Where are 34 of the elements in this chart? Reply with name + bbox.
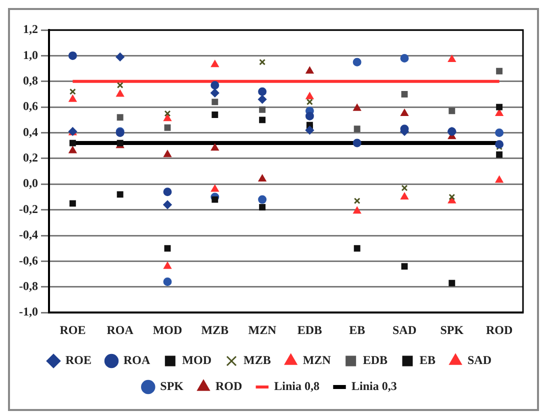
y-tick-label: 1,2 [22,22,38,36]
x-tick-label: EDB [297,322,322,337]
x-tick-label: ROE [60,322,86,337]
legend-label: ROD [215,379,242,394]
legend-label: Linia 0,3 [352,379,397,394]
y-tick-label: -0,4 [18,228,38,242]
legend-label: Linia 0,8 [274,379,320,394]
x-tick-label: SPK [440,322,464,337]
legend-label: SPK [160,379,184,394]
x-tick-label: SAD [392,322,417,337]
y-tick-label: -0,2 [18,202,38,216]
y-tick-label: 0,2 [22,150,38,165]
y-tick-label: -0,6 [18,253,38,268]
x-tick-label: MZN [248,322,277,337]
x-tick-label: EB [349,322,366,337]
y-tick-label: 0,4 [22,124,38,139]
y-tick-label: 1,0 [22,48,38,62]
y-tick-label: 0,6 [22,99,38,114]
y-tick-label: 0,8 [22,73,38,88]
x-tick-label: ROA [106,322,134,337]
legend-label: EB [419,353,436,368]
legend-label: MZB [243,353,271,368]
legend-label: ROE [65,353,92,368]
x-tick-label: ROD [486,322,513,337]
y-tick-label: -0,8 [18,279,38,294]
legend-label: SAD [468,353,492,368]
x-tick-label: MOD [152,322,182,337]
y-tick-label: -1,0 [18,304,38,319]
legend-label: EDB [362,353,388,368]
legend-label: MOD [182,353,212,368]
y-tick-label: 0,0 [22,176,38,190]
legend-label: MZN [302,353,332,368]
legend-label: ROA [123,353,150,368]
x-tick-label: MZB [201,322,229,337]
